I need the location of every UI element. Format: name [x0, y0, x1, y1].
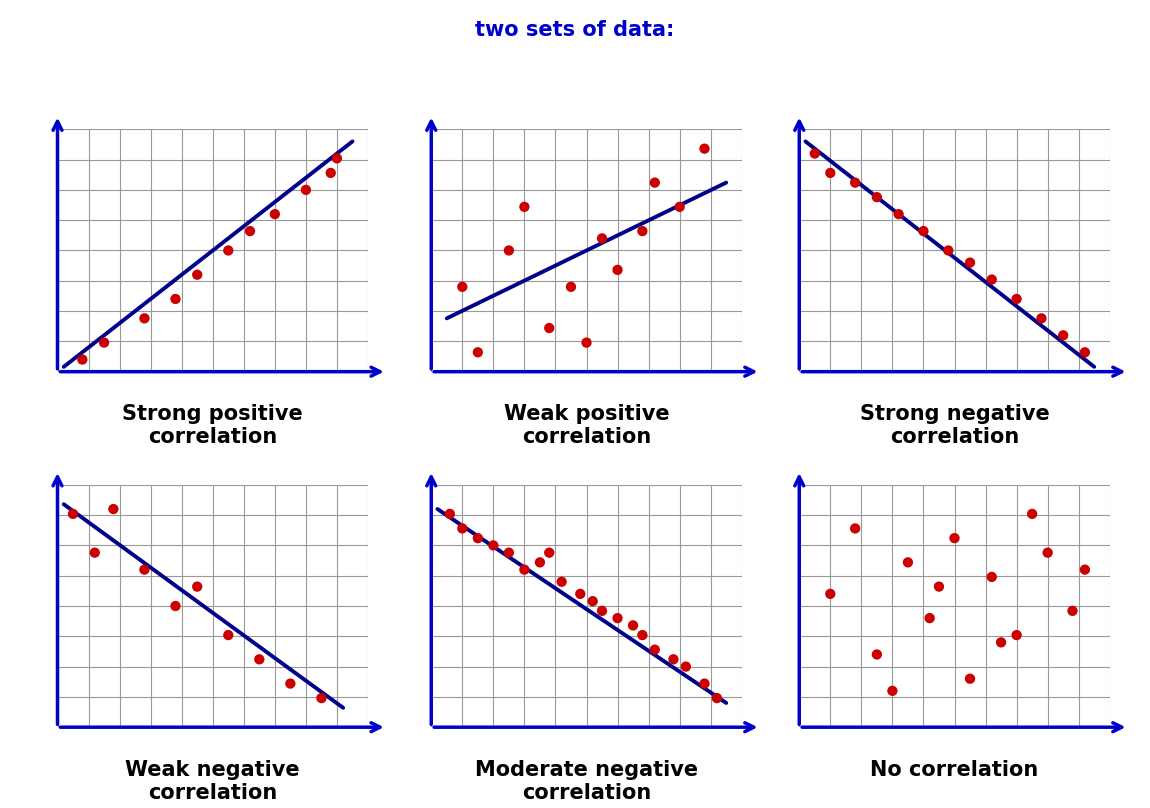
Point	[281, 677, 299, 690]
Point	[1053, 329, 1072, 342]
Point	[676, 660, 695, 673]
Point	[313, 692, 331, 705]
Point	[645, 643, 664, 656]
Point	[821, 587, 839, 600]
Point	[624, 619, 643, 632]
Point	[266, 208, 284, 221]
Point	[94, 336, 113, 349]
Point	[530, 556, 550, 569]
Point	[85, 546, 104, 559]
Point	[593, 604, 612, 617]
Point	[583, 595, 601, 608]
Point	[1024, 507, 1042, 520]
Point	[440, 507, 459, 520]
Point	[961, 672, 980, 685]
Point	[1038, 546, 1057, 559]
Point	[982, 570, 1000, 583]
Point	[929, 580, 948, 593]
Point	[945, 532, 964, 545]
Point	[665, 653, 683, 666]
Point	[189, 268, 207, 281]
Point	[608, 612, 627, 625]
Text: Moderate negative
correlation: Moderate negative correlation	[475, 760, 698, 802]
Point	[469, 346, 488, 359]
Point	[634, 629, 652, 642]
Point	[991, 636, 1011, 649]
Point	[105, 503, 123, 516]
Point	[577, 336, 596, 349]
Point	[218, 629, 238, 642]
Point	[868, 648, 887, 661]
Point	[696, 677, 714, 690]
Point	[167, 292, 185, 305]
Point	[218, 244, 238, 257]
Point	[634, 225, 652, 238]
Point	[805, 147, 823, 160]
Point	[883, 684, 902, 697]
Point	[940, 244, 958, 257]
Point	[562, 280, 581, 293]
Point	[899, 556, 918, 569]
Point	[453, 522, 472, 535]
Point	[540, 546, 559, 559]
Point	[167, 600, 185, 612]
Point	[515, 200, 534, 213]
Point	[920, 612, 938, 625]
Point	[74, 353, 92, 366]
Point	[499, 546, 518, 559]
Point	[1075, 346, 1094, 359]
Text: two sets of data:: two sets of data:	[475, 20, 675, 40]
Point	[469, 532, 488, 545]
Point	[499, 244, 518, 257]
Point	[572, 587, 590, 600]
Point	[297, 183, 315, 196]
Text: Strong negative
correlation: Strong negative correlation	[860, 404, 1050, 447]
Point	[1033, 312, 1051, 325]
Point	[453, 280, 472, 293]
Point	[670, 200, 689, 213]
Text: Strong positive
correlation: Strong positive correlation	[122, 404, 304, 447]
Point	[645, 176, 664, 189]
Point	[608, 263, 627, 276]
Point	[484, 539, 503, 552]
Point	[251, 653, 269, 666]
Point	[1007, 292, 1026, 305]
Point	[240, 225, 259, 238]
Point	[328, 152, 346, 165]
Point	[961, 256, 980, 269]
Point	[707, 692, 726, 705]
Text: No correlation: No correlation	[871, 760, 1038, 780]
Point	[64, 507, 83, 520]
Point	[136, 312, 154, 325]
Point	[136, 563, 154, 576]
Point	[189, 580, 207, 593]
Text: Weak positive
correlation: Weak positive correlation	[504, 404, 669, 447]
Point	[593, 232, 612, 245]
Point	[889, 208, 907, 221]
Point	[846, 176, 865, 189]
Point	[1007, 629, 1026, 642]
Point	[515, 563, 534, 576]
Point	[868, 191, 887, 204]
Point	[540, 322, 559, 335]
Text: Weak negative
correlation: Weak negative correlation	[125, 760, 300, 802]
Point	[914, 225, 933, 238]
Point	[1064, 604, 1082, 617]
Point	[982, 273, 1000, 286]
Point	[552, 575, 570, 588]
Point	[846, 522, 865, 535]
Point	[322, 166, 340, 179]
Point	[821, 166, 839, 179]
Point	[1075, 563, 1094, 576]
Point	[696, 142, 714, 155]
